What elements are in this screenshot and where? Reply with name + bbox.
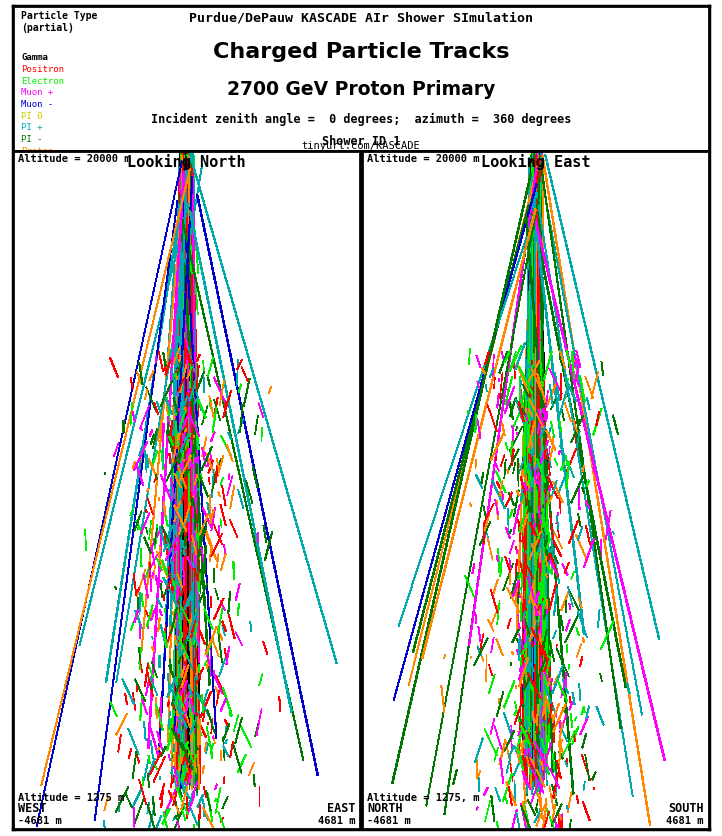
Text: Muon -: Muon -: [22, 99, 53, 109]
Text: Incident zenith angle =  0 degrees;  azimuth =  360 degrees: Incident zenith angle = 0 degrees; azimu…: [151, 113, 571, 126]
Text: Electron: Electron: [22, 77, 64, 85]
Text: SOUTH: SOUTH: [668, 802, 704, 814]
Text: PI 0: PI 0: [22, 111, 43, 120]
Text: PI +: PI +: [22, 123, 43, 132]
Text: -4681 m: -4681 m: [18, 815, 62, 825]
Text: Altitude = 20000 m: Altitude = 20000 m: [367, 154, 479, 164]
Text: Gamma: Gamma: [22, 54, 48, 62]
Text: Looking North: Looking North: [127, 154, 246, 171]
Text: Purdue/DePauw KASCADE AIr Shower SImulation: Purdue/DePauw KASCADE AIr Shower SImulat…: [189, 11, 533, 24]
Text: 2700 GeV Proton Primary: 2700 GeV Proton Primary: [227, 79, 495, 99]
Text: 4681 m: 4681 m: [318, 815, 355, 825]
Text: Altitude = 1275 m: Altitude = 1275 m: [18, 793, 124, 803]
Text: Proton: Proton: [22, 146, 53, 155]
Text: tinyurl.com/KASCADE: tinyurl.com/KASCADE: [302, 140, 420, 150]
Text: PI -: PI -: [22, 135, 43, 144]
Text: -4681 m: -4681 m: [367, 815, 411, 825]
Text: Altitude = 1275, m: Altitude = 1275, m: [367, 793, 479, 803]
Text: 4681 m: 4681 m: [666, 815, 704, 825]
Text: EAST: EAST: [326, 802, 355, 814]
Text: Altitude = 20000 m: Altitude = 20000 m: [18, 154, 131, 164]
Text: Particle Type
(partial): Particle Type (partial): [22, 11, 97, 33]
Text: Positron: Positron: [22, 65, 64, 74]
Text: Muon +: Muon +: [22, 88, 53, 97]
Text: NORTH: NORTH: [367, 802, 403, 814]
Text: Shower ID 1: Shower ID 1: [322, 135, 400, 148]
Text: WEST: WEST: [18, 802, 47, 814]
Text: Looking East: Looking East: [481, 154, 590, 171]
Text: Charged Particle Tracks: Charged Particle Tracks: [213, 42, 509, 62]
